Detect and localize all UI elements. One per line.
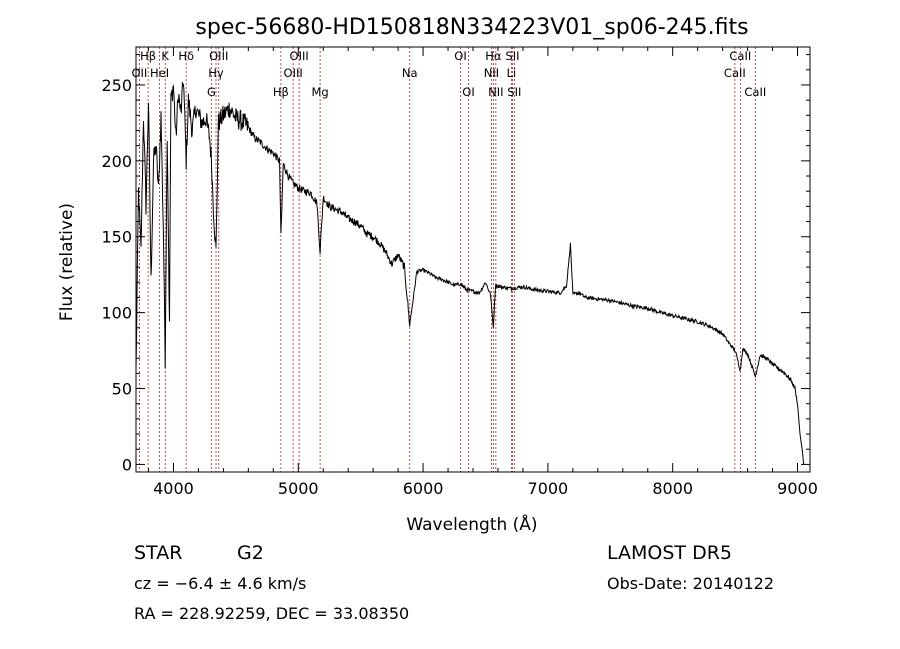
spectral-line-label: CaII (729, 49, 751, 63)
y-tick-label: 200 (101, 152, 132, 171)
y-tick-label: 0 (122, 455, 132, 474)
spectral-line-label: OII (131, 66, 147, 80)
spectral-line-label: K (161, 49, 169, 63)
plot-frame (135, 46, 811, 473)
spectral-line-markers (138, 47, 756, 472)
object-subclass: G2 (237, 542, 264, 564)
y-tick-label: 250 (101, 76, 132, 95)
spectral-line-label: SII (507, 85, 521, 99)
spectral-line-label: CaII (724, 66, 746, 80)
chart-title: spec-56680-HD150818N334223V01_sp06-245.f… (195, 15, 748, 40)
spectral-line-label: OIII (209, 49, 228, 63)
spectral-line-label: G (207, 85, 216, 99)
spectral-line-label: OI (454, 49, 466, 63)
y-axis-label: Flux (relative) (57, 203, 77, 321)
spectral-line-label: OIII (284, 66, 303, 80)
spectral-line-label: Na (402, 66, 418, 80)
spectral-line-label: Li (507, 66, 517, 80)
spectral-line-label: HeI (150, 66, 169, 80)
x-tick-label: 5000 (278, 479, 319, 498)
spectral-line-label: Hβ (140, 49, 156, 63)
x-axis-ticks: 4000 5000 6000 7000 8000 9000 (147, 47, 818, 498)
x-axis-label: Wavelength (Å) (406, 513, 537, 535)
object-class: STAR (134, 542, 182, 564)
y-tick-label: 150 (101, 228, 132, 247)
y-axis-ticks: 0 50 100 150 200 250 (101, 54, 810, 474)
spectral-line-label: CaII (744, 85, 766, 99)
y-tick-label: 50 (112, 380, 132, 399)
spectral-line-label: Hβ (273, 85, 289, 99)
spectral-line-label: OI (462, 85, 474, 99)
spectral-line-label: SII (505, 49, 519, 63)
spectral-line-label: Mg (311, 85, 328, 99)
y-tick-label: 100 (101, 304, 132, 323)
x-tick-label: 7000 (528, 479, 569, 498)
survey-name: LAMOST DR5 (607, 542, 732, 564)
spectral-line-label: Hδ (178, 49, 194, 63)
coordinates-readout: RA = 228.92259, DEC = 33.08350 (134, 604, 409, 623)
spectral-line-label: OIII (290, 49, 309, 63)
x-tick-label: 4000 (153, 479, 194, 498)
spectral-line-label: NII (488, 85, 503, 99)
spectral-line-label: Hγ (208, 66, 224, 80)
spectrum-series-line (135, 81, 805, 465)
spectral-line-label: Hα (485, 49, 502, 63)
x-tick-label: 6000 (403, 479, 444, 498)
observation-date: Obs-Date: 20140122 (607, 574, 774, 593)
x-tick-label: 8000 (652, 479, 693, 498)
x-tick-label: 9000 (777, 479, 818, 498)
spectral-line-label: NII (484, 66, 499, 80)
redshift-readout: cz = −6.4 ± 4.6 km/s (134, 574, 306, 593)
